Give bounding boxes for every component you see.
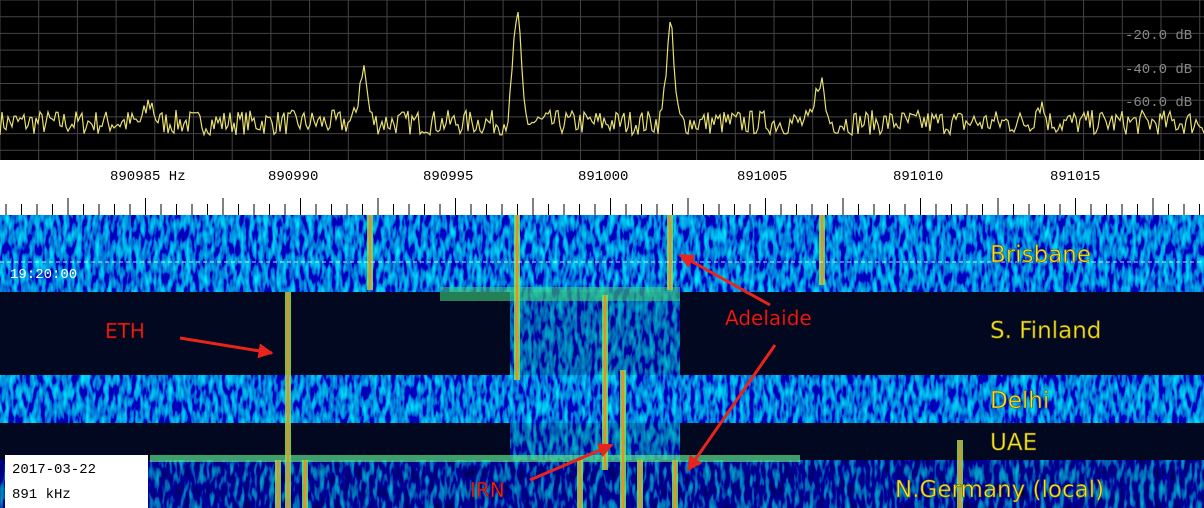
carrier-core <box>622 370 624 508</box>
signal-cluster <box>510 290 680 460</box>
carrier-core <box>821 215 823 285</box>
freq-label: 890995 <box>423 169 473 185</box>
annotation: Adelaide <box>725 306 812 330</box>
level-label: -40.0 dB <box>1125 62 1192 78</box>
carrier-core <box>579 460 581 508</box>
station-label: UAE <box>990 430 1037 456</box>
annotation: ETH <box>105 319 145 343</box>
station-label: Brisbane <box>990 242 1091 268</box>
carrier-core <box>674 460 676 508</box>
carrier-core <box>604 295 606 470</box>
station-label: S. Finland <box>990 318 1101 344</box>
waterfall: 19:20:00 <box>0 215 1204 508</box>
info-frequency: 891 kHz <box>12 487 71 503</box>
frequency-scale <box>0 160 1204 215</box>
spectrum-grid <box>0 0 1204 160</box>
scale-ticks <box>5 198 1200 215</box>
freq-label: 891005 <box>737 169 787 185</box>
carrier-core <box>639 460 641 508</box>
annotation: IRN <box>470 478 505 502</box>
spectrum-panel <box>0 0 1204 160</box>
info-box <box>5 455 148 508</box>
freq-label: 891000 <box>578 169 628 185</box>
freq-label: 890985 Hz <box>110 169 186 185</box>
arrows <box>179 253 777 482</box>
freq-label: 891015 <box>1050 169 1100 185</box>
carrier-core <box>516 215 518 380</box>
station-label: N.Germany (local) <box>895 477 1104 503</box>
spectrum-trace <box>0 11 1204 137</box>
carrier-core <box>304 460 306 508</box>
carrier-core <box>959 440 961 508</box>
freq-label: 890990 <box>268 169 318 185</box>
freq-label: 891010 <box>893 169 943 185</box>
carrier-core <box>287 292 289 508</box>
station-label: Delhi <box>990 388 1049 414</box>
timestamp: 19:20:00 <box>10 267 77 283</box>
carrier-core <box>369 215 371 290</box>
level-label: -20.0 dB <box>1125 28 1192 44</box>
carrier-core <box>277 460 279 508</box>
level-label: -60.0 dB <box>1125 95 1192 111</box>
carrier-core <box>669 215 671 290</box>
band-brisbane <box>0 215 1204 292</box>
info-date: 2017-03-22 <box>12 462 96 478</box>
